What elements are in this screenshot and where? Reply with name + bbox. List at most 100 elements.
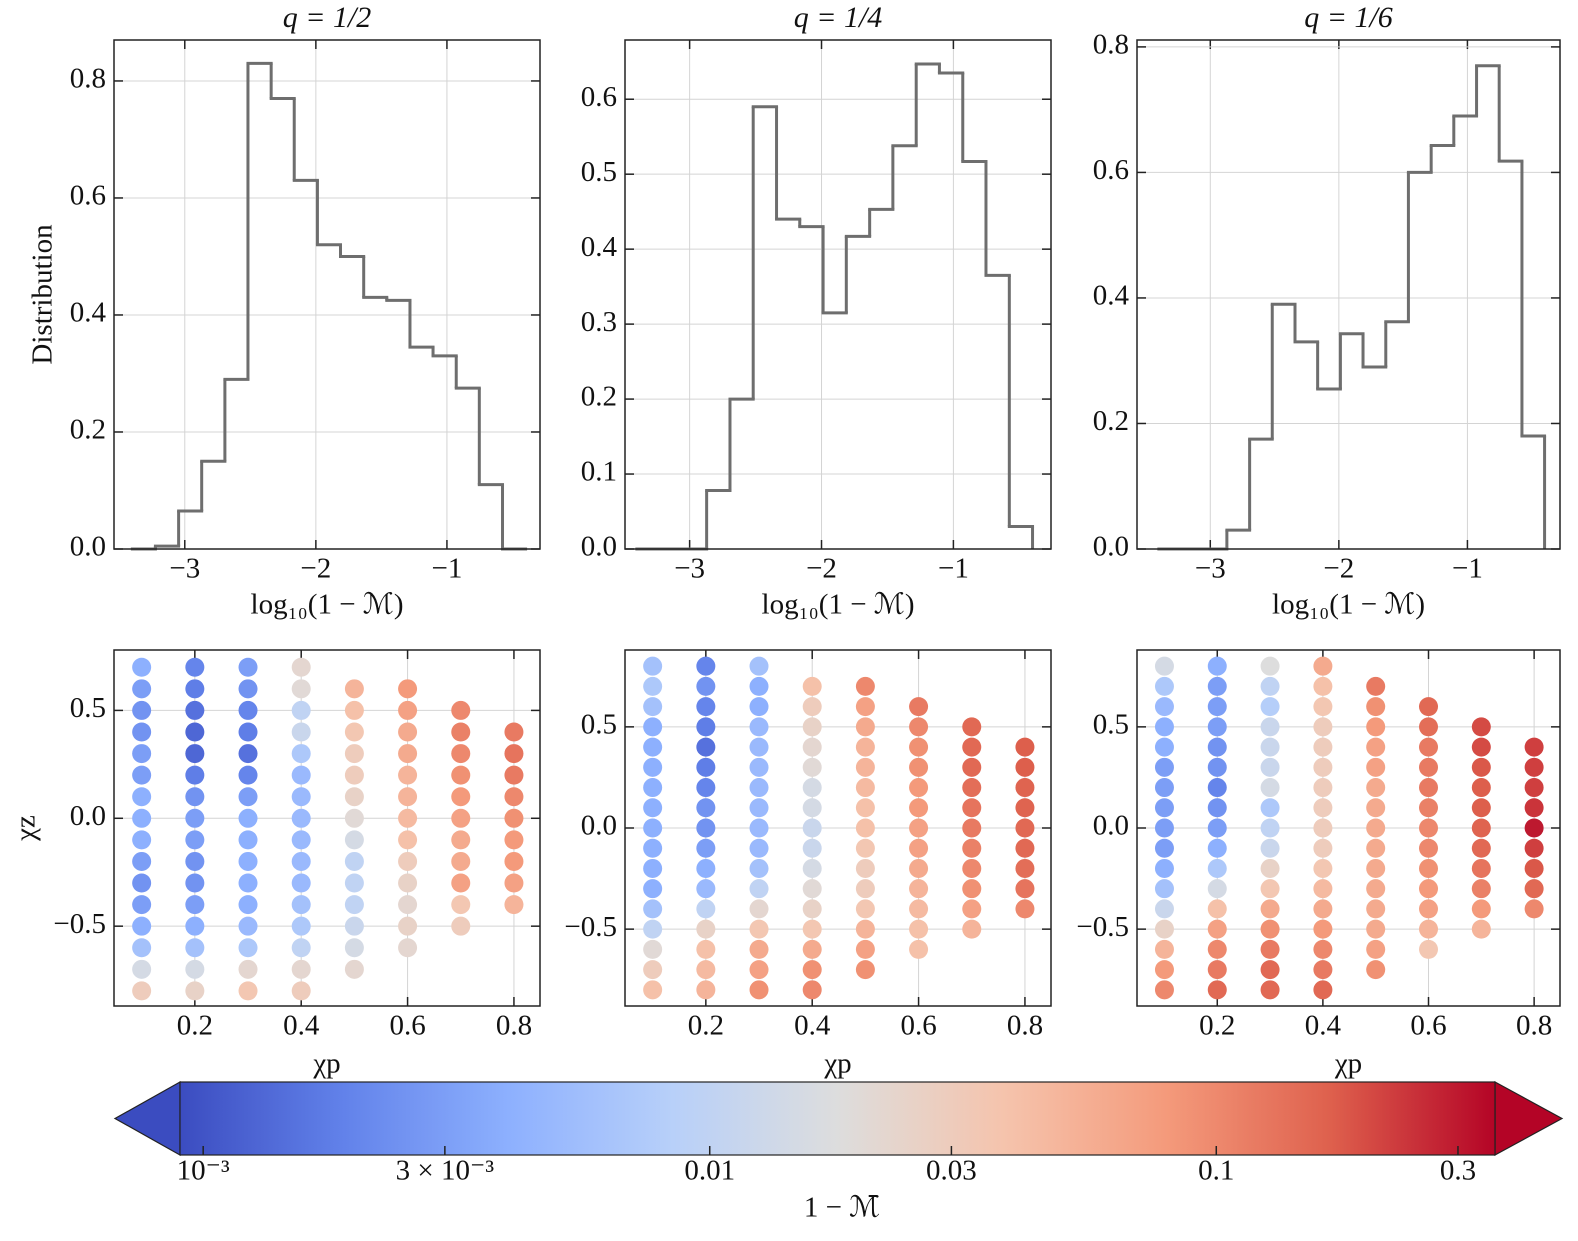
scatter-point (855, 939, 875, 959)
scatter-point (291, 895, 311, 915)
x-axis-label: χp (312, 1048, 340, 1080)
scatter-point (1207, 676, 1227, 696)
scatter-point (1524, 818, 1544, 838)
scatter-point (344, 679, 364, 699)
x-tick-label: 0.8 (1516, 1010, 1552, 1042)
x-tick-label: −2 (806, 553, 837, 585)
scatter-point (398, 895, 418, 915)
scatter-point (1207, 919, 1227, 939)
scatter-point (855, 899, 875, 919)
y-tick-label: 0.4 (581, 231, 618, 263)
scatter-point (1260, 899, 1280, 919)
x-tick-label: 0.2 (177, 1010, 213, 1042)
axes-frame (624, 39, 1052, 550)
scatter-point (1207, 818, 1227, 838)
scatter-point (1313, 757, 1333, 777)
scatter-point (1419, 838, 1439, 858)
scatter-point (132, 916, 152, 936)
colorbar-tick-label: 10⁻³ (177, 1155, 230, 1187)
scatter-point (855, 858, 875, 878)
scatter-point (1419, 697, 1439, 717)
scatter-point (1313, 737, 1333, 757)
scatter-point (643, 919, 663, 939)
scatter-point (1471, 717, 1491, 737)
y-tick-label: 0.0 (1093, 531, 1129, 563)
x-tick-label: 0.6 (900, 1010, 936, 1042)
scatter-point (132, 981, 152, 1001)
scatter-point (344, 787, 364, 807)
scatter-point (1207, 939, 1227, 959)
y-tick-label: 0.0 (581, 810, 617, 842)
scatter-point (962, 778, 982, 798)
scatter-point (855, 818, 875, 838)
scatter-point (1366, 697, 1386, 717)
scatter-point (238, 744, 258, 764)
colorbar-tick-label: 0.01 (684, 1155, 735, 1187)
scatter-point (504, 722, 524, 742)
scatter-point (1313, 656, 1333, 676)
scatter-point (1313, 717, 1333, 737)
scatter-point (1313, 778, 1333, 798)
scatter-point (962, 919, 982, 939)
scatter-point (1207, 899, 1227, 919)
scatter-point (1419, 879, 1439, 899)
scatter-point (398, 873, 418, 893)
scatter-point (291, 722, 311, 742)
scatter-point (1154, 656, 1174, 676)
colorbar-tick-label: 0.03 (926, 1155, 977, 1187)
scatter-point (1313, 697, 1333, 717)
scatter-point (643, 838, 663, 858)
panel: −3 −2 −1 0.0 0.2 0.4 0.6 0.8 q = 1/2 log₁₀(1 − ℳ)… (27, 1, 541, 621)
scatter-point (238, 895, 258, 915)
scatter-point (1419, 798, 1439, 818)
scatter-point (398, 787, 418, 807)
scatter-point (238, 916, 258, 936)
scatter-point (344, 700, 364, 720)
y-tick-label: −0.5 (564, 911, 617, 943)
panel: 0.2 0.4 0.6 0.8 −0.5 0.0 0.5 χp (564, 649, 1052, 1080)
scatter-point (185, 787, 205, 807)
scatter-point (238, 873, 258, 893)
scatter-point (132, 787, 152, 807)
y-tick-label: 0.4 (1093, 280, 1130, 312)
scatter-point (238, 722, 258, 742)
scatter-point (291, 787, 311, 807)
scatter-point (1366, 879, 1386, 899)
scatter-point (1154, 798, 1174, 818)
scatter-point (802, 737, 822, 757)
scatter-point (504, 830, 524, 850)
scatter-point (1015, 778, 1035, 798)
scatter-point (451, 916, 471, 936)
scatter-point (132, 851, 152, 871)
y-tick-label: 0.8 (1093, 29, 1129, 61)
scatter-point (643, 899, 663, 919)
scatter-point (344, 722, 364, 742)
y-tick-label: 0.0 (581, 531, 617, 563)
scatter-point (291, 700, 311, 720)
x-tick-label: 0.8 (1007, 1010, 1043, 1042)
scatter-point (643, 717, 663, 737)
scatter-point (1260, 737, 1280, 757)
scatter-point (1154, 858, 1174, 878)
panel: 0.2 0.4 0.6 0.8 −0.5 0.0 0.5 χp (1076, 649, 1561, 1080)
scatter-point (185, 830, 205, 850)
scatter-point (1366, 676, 1386, 696)
scatter-point (1366, 737, 1386, 757)
scatter-point (238, 679, 258, 699)
scatter-point (696, 919, 716, 939)
scatter-point (291, 981, 311, 1001)
scatter-point (909, 899, 929, 919)
scatter-point (749, 919, 769, 939)
scatter-point (132, 959, 152, 979)
x-tick-label: 0.8 (496, 1010, 532, 1042)
panel-title: q = 1/2 (283, 1, 372, 34)
scatter-point (344, 808, 364, 828)
scatter-point (291, 808, 311, 828)
scatter-point (504, 851, 524, 871)
y-tick-label: 0.2 (1093, 405, 1129, 437)
x-axis-label: log₁₀(1 − ℳ) (251, 589, 404, 621)
x-tick-label: −3 (674, 553, 705, 585)
y-tick-label: 0.1 (581, 456, 617, 488)
scatter-point (504, 787, 524, 807)
scatter-point (749, 838, 769, 858)
